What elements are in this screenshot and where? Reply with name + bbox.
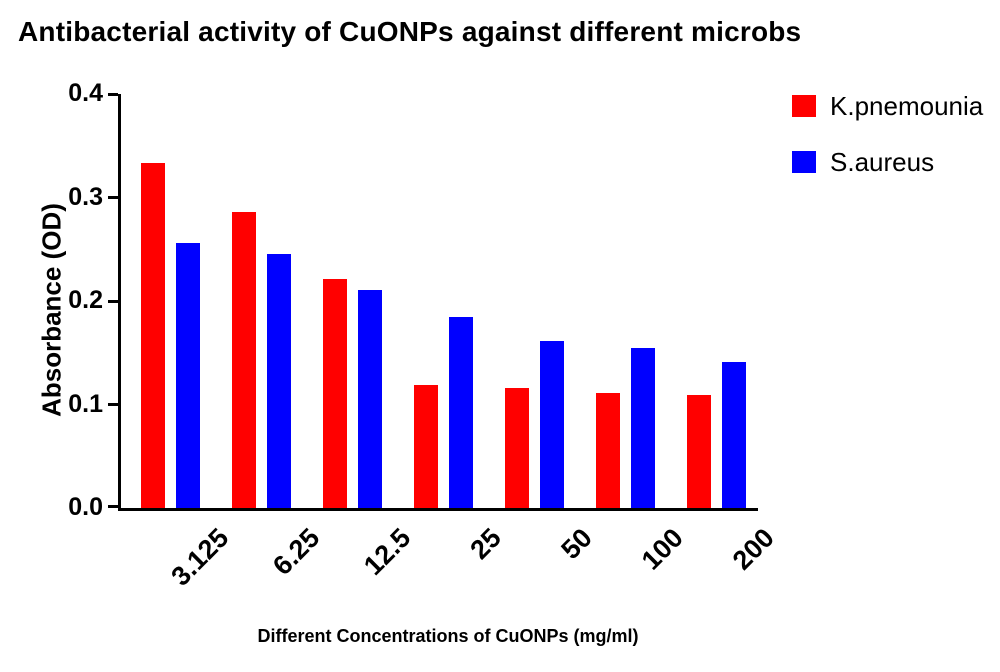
bar-s-aureus-200	[722, 362, 746, 508]
y-tick-label: 0.3	[68, 182, 103, 211]
legend-item: S.aureus	[792, 149, 983, 175]
bar-k-pnemounia-50	[505, 387, 529, 508]
plot-area: 3.125 6.25 12.5 25 50 100 200 0.0 0.1 0.2 0.3 0.4	[68, 81, 780, 592]
legend-swatch-red-icon	[792, 95, 816, 117]
y-tick-label: 0.2	[68, 286, 103, 314]
y-tick-mark	[108, 196, 118, 199]
x-tick-label-6-25: 6.25	[266, 522, 326, 581]
legend-label: K.pnemounia	[830, 91, 984, 121]
bar-s-aureus-25	[449, 316, 473, 508]
x-axis-title: Different Concentrations of CuONPs (mg/m…	[257, 626, 639, 646]
x-tick-label-12-5: 12.5	[357, 522, 417, 581]
y-tick-mark	[108, 403, 118, 406]
bar-s-aureus-50	[540, 341, 564, 508]
x-tick-label-3-125: 3.125	[165, 522, 235, 592]
legend-label: S.aureus	[830, 147, 935, 177]
legend-swatch-blue-icon	[792, 151, 816, 173]
bar-k-pnemounia-25	[414, 384, 438, 508]
x-tick-label-200: 200	[727, 522, 781, 576]
bar-k-pnemounia-3-125	[141, 163, 165, 508]
x-tick-label-100: 100	[636, 522, 690, 576]
bar-s-aureus-3-125	[176, 243, 200, 508]
legend-item: K.pnemounia	[792, 93, 983, 119]
bar-k-pnemounia-12-5	[323, 279, 347, 508]
x-tick-label-50: 50	[555, 522, 599, 566]
bar-k-pnemounia-6-25	[232, 212, 256, 508]
y-tick-label: 0.1	[68, 389, 103, 418]
chart-title: Antibacterial activity of CuONPs against…	[18, 16, 802, 47]
bar-s-aureus-6-25	[267, 254, 291, 508]
bar-k-pnemounia-200	[687, 395, 711, 508]
y-tick-mark	[108, 505, 118, 508]
y-tick-mark	[108, 92, 118, 96]
y-tick-label: 0.4	[68, 79, 103, 107]
bar-k-pnemounia-100	[596, 393, 620, 508]
bar-s-aureus-100	[631, 347, 655, 508]
y-tick-label: 0.0	[68, 493, 103, 521]
legend: K.pnemounia S.aureus	[792, 93, 983, 205]
x-tick-label-25: 25	[464, 522, 508, 566]
bar-s-aureus-12-5	[358, 289, 382, 508]
y-tick-mark	[108, 299, 118, 303]
